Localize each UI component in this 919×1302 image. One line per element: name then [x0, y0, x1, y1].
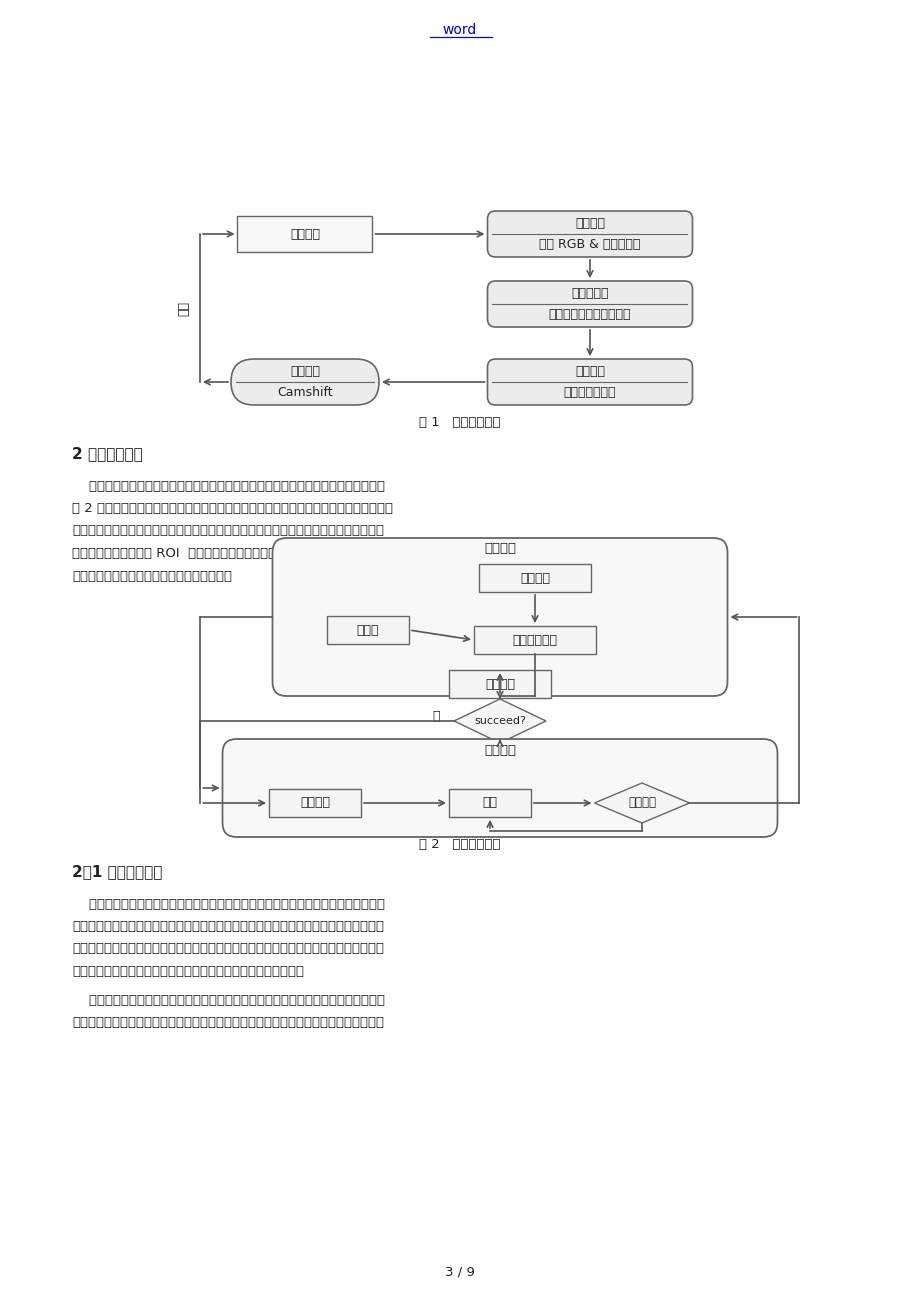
- FancyBboxPatch shape: [487, 211, 692, 256]
- FancyBboxPatch shape: [231, 359, 379, 405]
- Bar: [448, 789, 530, 816]
- Text: 手势缺陷图匹配: 手势缺陷图匹配: [563, 387, 616, 400]
- Text: Camshift: Camshift: [277, 387, 333, 400]
- Text: 跟踪检测: 跟踪检测: [628, 797, 655, 810]
- Text: 手势识别: 手势识别: [574, 365, 605, 378]
- Text: 2．1 静态手势识别: 2．1 静态手势识别: [72, 865, 162, 879]
- Text: 图 2   手势识别框架: 图 2 手势识别框架: [419, 837, 500, 850]
- Polygon shape: [594, 783, 688, 823]
- Text: 多边形及其对应波谷形态: 多边形及其对应波谷形态: [548, 309, 630, 322]
- Text: 静态手势识别: 静态手势识别: [512, 634, 557, 647]
- Text: 图像分割: 图像分割: [574, 217, 605, 230]
- Text: 多边形拟合: 多边形拟合: [571, 286, 608, 299]
- FancyBboxPatch shape: [487, 281, 692, 327]
- Text: 跟踪: 跟踪: [482, 797, 497, 810]
- Text: 一种基于模糊集和模糊运算的方法进展手的区域和轮廓提取，通过对视频流中空域和时域: 一种基于模糊集和模糊运算的方法进展手的区域和轮廓提取，通过对视频流中空域和时域: [72, 943, 383, 956]
- Text: 2 手势识别框架: 2 手势识别框架: [72, 447, 142, 461]
- Bar: [473, 626, 596, 654]
- Text: 模式匹配: 模式匹配: [484, 677, 515, 690]
- FancyBboxPatch shape: [222, 740, 777, 837]
- Polygon shape: [453, 699, 545, 743]
- Text: 跟踪部分: 跟踪部分: [483, 743, 516, 756]
- Text: 图像序列: 图像序列: [289, 228, 320, 241]
- Text: 是: 是: [502, 746, 509, 759]
- Text: 通过静态手势的识别，使系统能够对被跟踪对象有一个根本的理解，为实现自动跟踪: 通过静态手势的识别，使系统能够对被跟踪对象有一个根本的理解，为实现自动跟踪: [72, 897, 384, 910]
- Text: 手势跟踪: 手势跟踪: [289, 365, 320, 378]
- Text: 静态手势的识别是基于轮廓特征的识别，对分割出来的人手作边缘检测，得到手势完: 静态手势的识别是基于轮廓特征的识别，对分割出来的人手作边缘检测，得到手势完: [72, 993, 384, 1006]
- FancyBboxPatch shape: [487, 359, 692, 405]
- Text: 手势识别主要由静态手势的识别和手势跟踪两局部的工作组成，手势识别框架结构如: 手势识别主要由静态手势的识别和手势跟踪两局部的工作组成，手势识别框架结构如: [72, 479, 384, 492]
- Text: 别的结果传递给跟踪局部，作为跟踪的对象，并且手势跟踪的预测结果反应给识别局部，: 别的结果传递给跟踪局部，作为跟踪的对象，并且手势跟踪的预测结果反应给识别局部，: [72, 525, 383, 538]
- Text: 手势分割: 手势分割: [519, 572, 550, 585]
- Text: 否: 否: [432, 711, 439, 724]
- Text: 上的背景、运动、肤色等信息执行模糊运算，分割出准确的人手。: 上的背景、运动、肤色等信息执行模糊运算，分割出准确的人手。: [72, 965, 303, 978]
- Bar: [479, 564, 590, 592]
- Text: word: word: [442, 23, 477, 36]
- Text: 反馈: 反馈: [177, 301, 190, 315]
- FancyBboxPatch shape: [272, 538, 727, 697]
- Bar: [237, 216, 372, 253]
- Text: 图像序列: 图像序列: [300, 797, 330, 810]
- Text: 图 2 所示。在本文提出的方法中，采用了将这两局部的工作进展并行处理的方式，手势识: 图 2 所示。在本文提出的方法中，采用了将这两局部的工作进展并行处理的方式，手势…: [72, 503, 392, 516]
- Text: 初始化与跟踪的自动恢复奠定了根底。首先，手部区域需要从场景中分割出来。本文采用: 初始化与跟踪的自动恢复奠定了根底。首先，手部区域需要从场景中分割出来。本文采用: [72, 921, 383, 934]
- Bar: [448, 671, 550, 698]
- Text: 别的准确性，将这两个局部有效地统一起来。: 别的准确性，将这两个局部有效地统一起来。: [72, 569, 232, 582]
- Text: 整的轮廓边缘。通过前面的模糊集合运算，能得到图像的手势分割的二值图。两个具有不: 整的轮廓边缘。通过前面的模糊集合运算，能得到图像的手势分割的二值图。两个具有不: [72, 1016, 383, 1029]
- Bar: [268, 789, 360, 816]
- Text: 手势库: 手势库: [357, 624, 379, 637]
- Text: 识别部分: 识别部分: [483, 543, 516, 556]
- Bar: [326, 616, 409, 644]
- Text: 图形 RGB & 手势模糊集: 图形 RGB & 手势模糊集: [539, 238, 640, 251]
- Text: 将为静态手势识别提供 ROI  图像区域。这样不仅能有效地提高跟踪的高效性，还能提高识: 将为静态手势识别提供 ROI 图像区域。这样不仅能有效地提高跟踪的高效性，还能提…: [72, 547, 403, 560]
- Text: succeed?: succeed?: [473, 716, 526, 727]
- Text: 3 / 9: 3 / 9: [445, 1266, 474, 1279]
- Text: 图 1   手势识别流程: 图 1 手势识别流程: [419, 415, 500, 428]
